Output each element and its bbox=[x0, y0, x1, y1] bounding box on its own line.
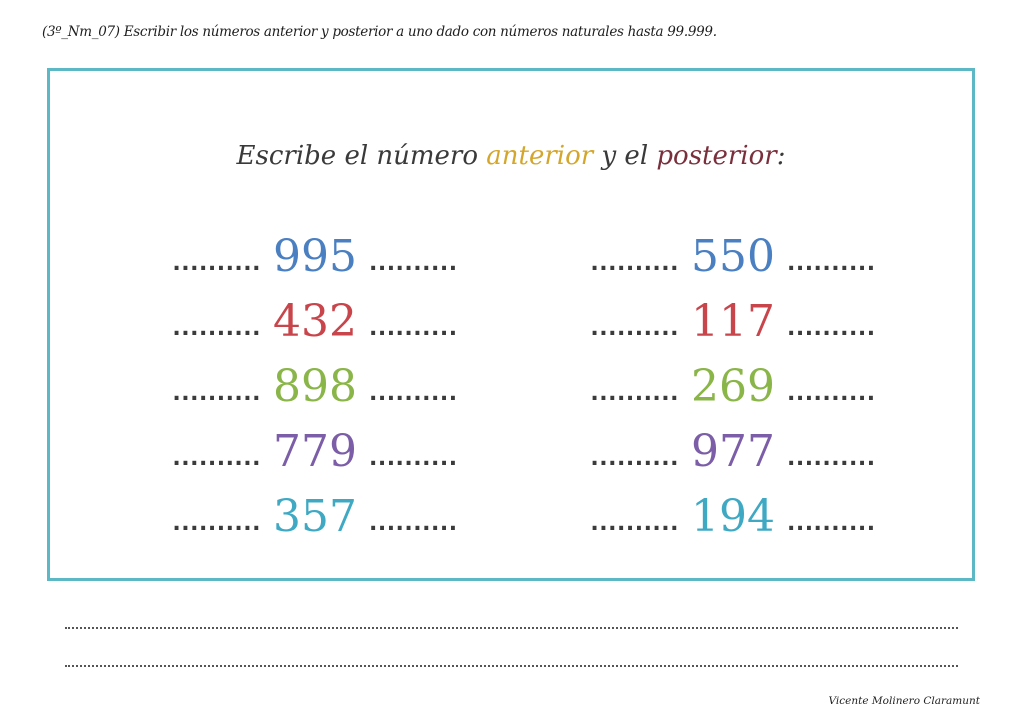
blank-anterior[interactable]: .......... bbox=[590, 446, 679, 471]
blank-posterior[interactable]: .......... bbox=[786, 446, 876, 471]
given-number: 357 bbox=[273, 491, 357, 542]
exercise-frame: Escribe el número anterior y el posterio… bbox=[47, 68, 975, 581]
given-number: 995 bbox=[273, 231, 357, 282]
right-column: .......... 550 .......... .......... 117… bbox=[553, 216, 913, 541]
instruction-word-posterior: posterior bbox=[656, 141, 777, 171]
blank-anterior[interactable]: .......... bbox=[172, 381, 261, 406]
given-number: 117 bbox=[691, 296, 775, 347]
blank-posterior[interactable]: .......... bbox=[368, 251, 458, 276]
exercise-row: .......... 432 .......... bbox=[135, 281, 495, 346]
given-number: 194 bbox=[691, 491, 775, 542]
blank-anterior[interactable]: .......... bbox=[590, 316, 679, 341]
exercise-row: .......... 977 .......... bbox=[553, 411, 913, 476]
instruction-prefix: Escribe el número bbox=[236, 141, 487, 171]
blank-anterior[interactable]: .......... bbox=[590, 511, 679, 536]
blank-posterior[interactable]: .......... bbox=[786, 511, 876, 536]
blank-anterior[interactable]: .......... bbox=[172, 316, 261, 341]
exercise-row: .......... 357 .......... bbox=[135, 476, 495, 541]
worksheet-header: (3º_Nm_07) Escribir los números anterior… bbox=[42, 24, 717, 40]
blank-posterior[interactable]: .......... bbox=[368, 511, 458, 536]
given-number: 898 bbox=[273, 361, 357, 412]
exercise-row: .......... 194 .......... bbox=[553, 476, 913, 541]
instruction-middle: y el bbox=[593, 141, 657, 171]
exercise-row: .......... 269 .......... bbox=[553, 346, 913, 411]
exercise-row: .......... 898 .......... bbox=[135, 346, 495, 411]
instruction-word-anterior: anterior bbox=[486, 141, 594, 171]
blank-posterior[interactable]: .......... bbox=[368, 446, 458, 471]
exercise-row: .......... 995 .......... bbox=[135, 216, 495, 281]
answer-line-2[interactable] bbox=[65, 665, 958, 667]
blank-anterior[interactable]: .......... bbox=[172, 251, 261, 276]
given-number: 779 bbox=[273, 426, 357, 477]
given-number: 269 bbox=[691, 361, 775, 412]
instruction-suffix: : bbox=[776, 141, 786, 171]
blank-posterior[interactable]: .......... bbox=[786, 316, 876, 341]
exercise-row: .......... 117 .......... bbox=[553, 281, 913, 346]
blank-posterior[interactable]: .......... bbox=[786, 251, 876, 276]
given-number: 550 bbox=[691, 231, 775, 282]
blank-posterior[interactable]: .......... bbox=[368, 316, 458, 341]
blank-anterior[interactable]: .......... bbox=[172, 446, 261, 471]
exercise-row: .......... 779 .......... bbox=[135, 411, 495, 476]
given-number: 432 bbox=[273, 296, 357, 347]
exercise-row: .......... 550 .......... bbox=[553, 216, 913, 281]
answer-line-1[interactable] bbox=[65, 627, 958, 629]
left-column: .......... 995 .......... .......... 432… bbox=[135, 216, 495, 541]
given-number: 977 bbox=[691, 426, 775, 477]
blank-anterior[interactable]: .......... bbox=[172, 511, 261, 536]
blank-anterior[interactable]: .......... bbox=[590, 251, 679, 276]
author-signature: Vicente Molinero Claramunt bbox=[828, 695, 980, 707]
blank-anterior[interactable]: .......... bbox=[590, 381, 679, 406]
instruction-title: Escribe el número anterior y el posterio… bbox=[50, 141, 972, 171]
blank-posterior[interactable]: .......... bbox=[786, 381, 876, 406]
blank-posterior[interactable]: .......... bbox=[368, 381, 458, 406]
